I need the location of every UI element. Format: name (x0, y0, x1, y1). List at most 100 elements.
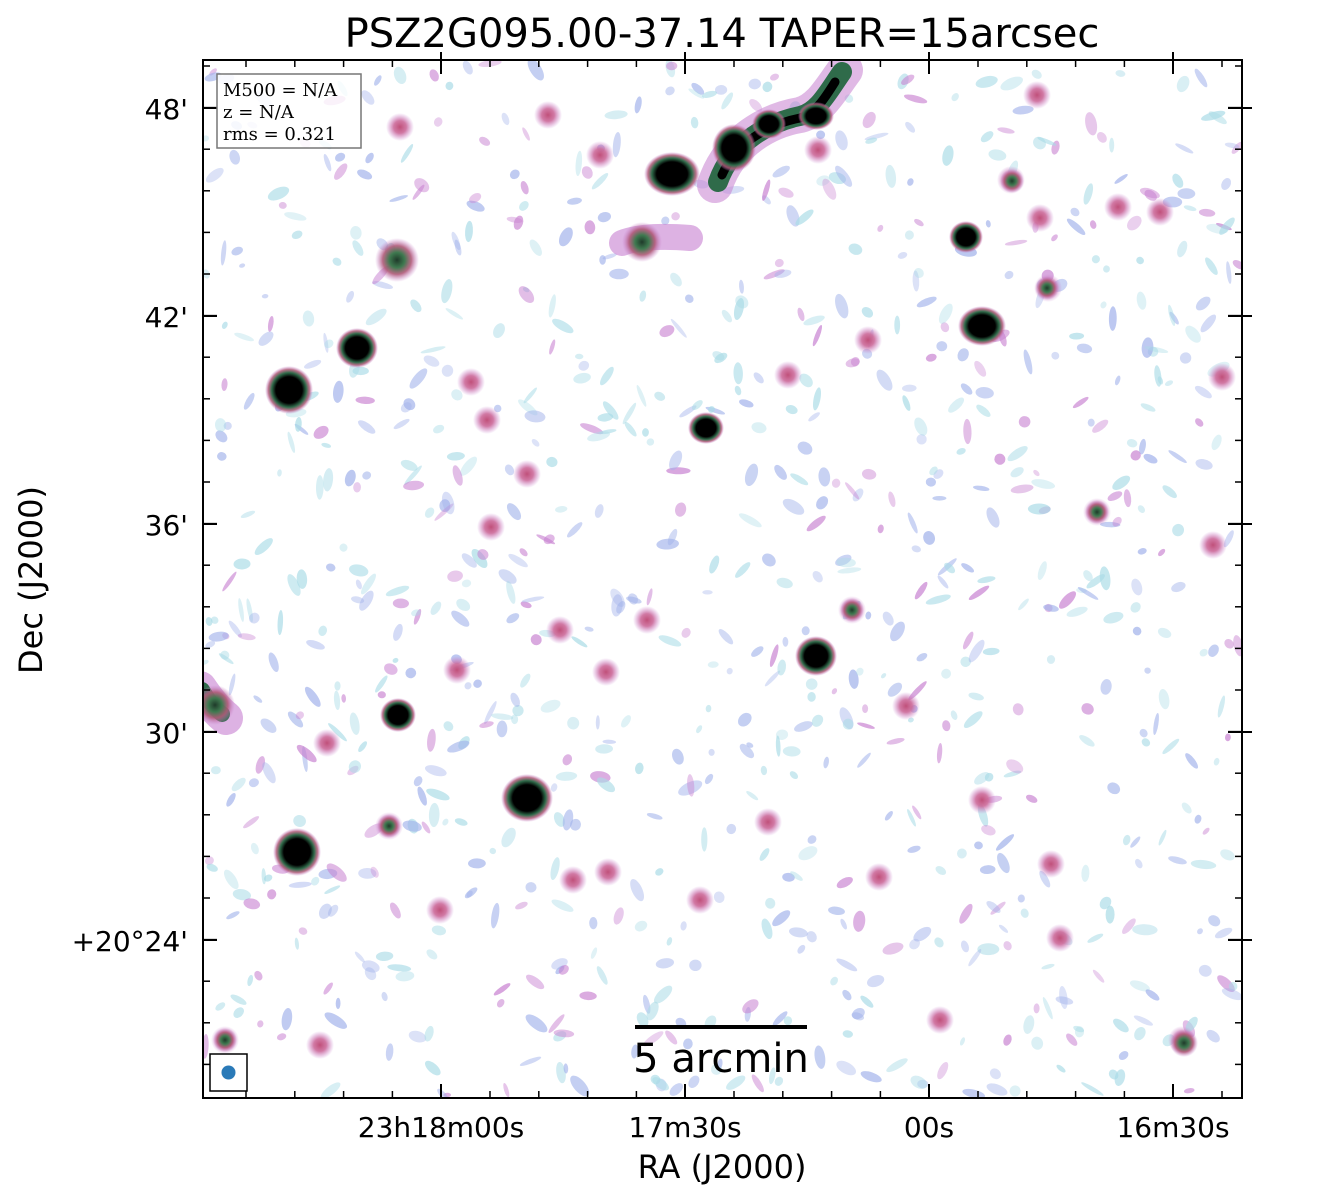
map-image (203, 60, 1242, 1098)
noise-speck (894, 315, 901, 335)
noise-speck (473, 679, 482, 688)
noise-speck (655, 868, 664, 876)
x-tick-labels: 23h18m00s 17m30s 00s 16m30s (358, 1111, 1230, 1144)
noise-speck (806, 931, 817, 943)
noise-speck (738, 712, 752, 727)
noise-speck (1132, 924, 1158, 936)
noise-speck (830, 976, 838, 986)
noise-speck (602, 401, 619, 420)
noise-speck (831, 688, 838, 695)
noise-speck (361, 960, 380, 973)
noise-speck (223, 869, 239, 890)
x-tick-label: 23h18m00s (358, 1111, 525, 1144)
noise-speck (980, 131, 994, 143)
noise-speck (1214, 927, 1233, 939)
noise-speck (836, 1060, 857, 1076)
noise-speck (1091, 255, 1100, 264)
noise-speck (254, 970, 263, 981)
noise-speck (1139, 438, 1146, 455)
noise-speck (877, 224, 884, 232)
scale-bar-label: 5 arcmin (633, 1036, 809, 1082)
noise-speck (591, 173, 609, 190)
noise-speck (479, 721, 494, 728)
noise-speck (925, 594, 951, 605)
faint-source (686, 886, 714, 914)
noise-speck (323, 468, 334, 492)
faint-source (592, 658, 620, 686)
noise-speck (789, 771, 799, 780)
noise-speck (759, 848, 770, 861)
noise-speck (976, 404, 991, 417)
noise-speck (666, 937, 673, 946)
noise-speck (334, 681, 341, 691)
noise-speck (989, 1068, 1001, 1080)
noise-speck (877, 524, 884, 534)
bright-source (712, 124, 756, 172)
noise-speck (287, 711, 304, 728)
noise-speck (1158, 689, 1170, 710)
noise-speck (707, 661, 719, 668)
noise-speck (262, 762, 276, 784)
faint-source (306, 1031, 334, 1059)
noise-speck (1092, 969, 1105, 983)
noise-speck (287, 574, 301, 596)
noise-speck (254, 538, 273, 556)
noise-speck (358, 420, 376, 434)
noise-speck (909, 938, 920, 950)
noise-speck (1012, 105, 1034, 115)
noise-speck (1046, 655, 1056, 664)
noise-speck (584, 626, 594, 632)
noise-speck (320, 1082, 341, 1098)
noise-speck (364, 967, 377, 981)
noise-speck (255, 756, 265, 774)
noise-speck (1018, 416, 1031, 428)
noise-speck (1112, 516, 1122, 527)
faint-source (926, 1006, 954, 1034)
noise-speck (1208, 915, 1221, 927)
noise-speck (525, 1014, 548, 1033)
noise-speck (260, 718, 277, 733)
noise-speck (204, 856, 214, 866)
noise-speck (519, 200, 529, 211)
compact-source (622, 222, 662, 262)
noise-speck (594, 504, 604, 518)
noise-speck (1004, 270, 1014, 280)
noise-speck (1135, 858, 1143, 869)
noise-speck (579, 991, 597, 1001)
noise-speck (1108, 306, 1117, 331)
noise-speck (977, 576, 996, 584)
noise-speck (1157, 548, 1166, 557)
noise-speck (222, 571, 237, 592)
faint-source (892, 692, 920, 720)
noise-speck (520, 601, 532, 609)
noise-speck (348, 760, 362, 773)
noise-speck (726, 1075, 746, 1090)
noise-speck (385, 585, 410, 597)
noise-speck (1134, 1026, 1146, 1041)
noise-speck (381, 991, 388, 1002)
noise-speck (1162, 485, 1177, 499)
noise-speck (354, 951, 365, 963)
noise-speck (404, 465, 422, 485)
noise-speck (997, 852, 1010, 874)
noise-speck (295, 417, 302, 432)
noise-speck (402, 820, 422, 832)
noise-speck (276, 1033, 287, 1041)
noise-speck (1144, 667, 1151, 674)
noise-speck (512, 704, 524, 717)
noise-speck (400, 459, 418, 471)
noise-speck (862, 704, 869, 713)
noise-speck (524, 410, 546, 423)
noise-speck (925, 353, 937, 362)
noise-speck (1198, 208, 1216, 217)
noise-speck (848, 243, 863, 255)
noise-speck (701, 90, 718, 98)
noise-speck (515, 901, 528, 910)
noise-speck (464, 887, 478, 899)
noise-speck (430, 601, 442, 615)
noise-speck (496, 720, 508, 738)
noise-speck (806, 515, 826, 532)
noise-speck (696, 725, 703, 734)
noise-speck (214, 418, 227, 432)
noise-speck (339, 543, 348, 552)
